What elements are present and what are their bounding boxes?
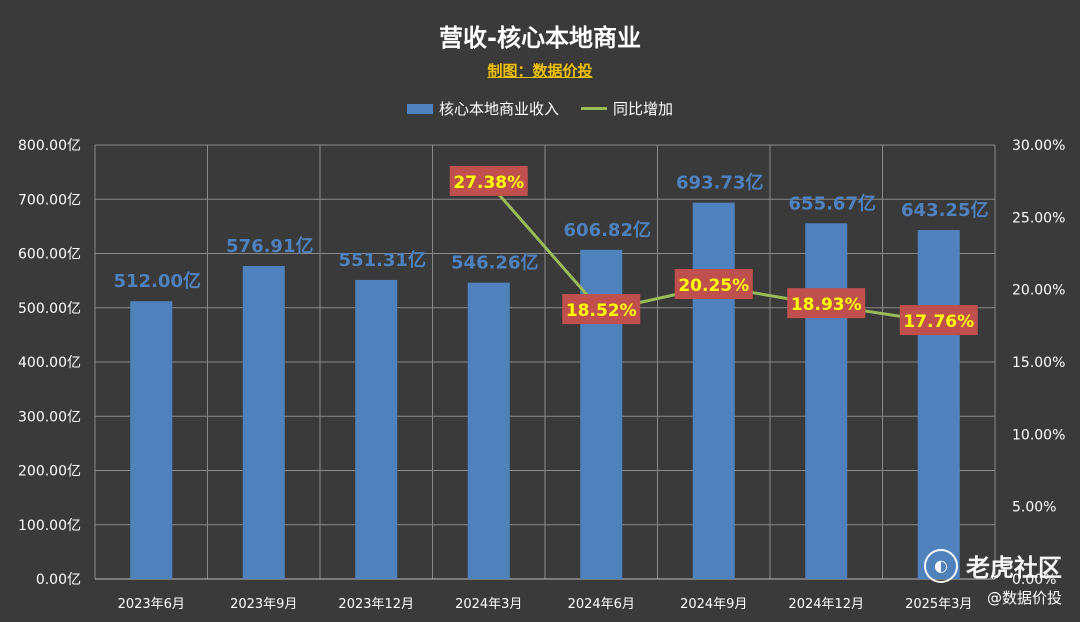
y-left-tick-label: 800.00亿 — [18, 138, 81, 154]
watermark-brand-text: 老虎社区 — [966, 554, 1062, 582]
legend-label-bar: 核心本地商业收入 — [438, 100, 559, 118]
x-tick-label: 2025年3月 — [905, 597, 972, 612]
tiger-logo-icon: ◐ — [924, 548, 958, 583]
bar-data-label: 512.00亿 — [114, 270, 201, 292]
bar-data-label: 546.26亿 — [451, 252, 538, 274]
legend-label-line: 同比增加 — [613, 100, 674, 118]
bar-data-label: 643.25亿 — [901, 199, 988, 221]
legend-item-line: 同比增加 — [581, 98, 673, 119]
line-data-label-box — [899, 305, 978, 336]
bar — [242, 266, 285, 579]
line-data-label-box — [562, 294, 641, 325]
legend-swatch-bar — [406, 103, 433, 114]
bar-data-label: 576.91亿 — [226, 235, 313, 257]
y-right-tick-label: 10.00% — [1012, 427, 1065, 443]
x-tick-label: 2024年12月 — [788, 597, 864, 612]
line-data-label: 17.76% — [903, 312, 974, 332]
chart-title: 营收-核心本地商业 — [439, 24, 641, 52]
x-tick-label: 2023年9月 — [230, 597, 297, 612]
y-left-tick-label: 0.00亿 — [36, 572, 81, 588]
y-left-tick-label: 600.00亿 — [18, 247, 81, 263]
y-left-tick-label: 500.00亿 — [18, 301, 81, 317]
y-left-tick-label: 700.00亿 — [18, 192, 81, 208]
line-data-label-box — [787, 288, 866, 319]
y-left-tick-label: 100.00亿 — [18, 518, 81, 534]
y-right-tick-label: 5.00% — [1012, 500, 1056, 516]
line-data-label: 18.93% — [791, 295, 862, 315]
bar-data-label: 655.67亿 — [789, 192, 876, 214]
line-data-label: 27.38% — [453, 173, 524, 193]
legend: 核心本地商业收入 同比增加 — [0, 98, 1080, 119]
line-data-label-box — [449, 165, 528, 196]
y-right-tick-label: 20.00% — [1012, 283, 1065, 299]
line-data-label-box — [674, 269, 753, 300]
y-left-tick-label: 300.00亿 — [18, 409, 81, 425]
line-data-label: 18.52% — [566, 301, 637, 321]
bar — [917, 230, 960, 580]
x-tick-label: 2023年12月 — [338, 597, 414, 612]
legend-item-bar: 核心本地商业收入 — [406, 98, 559, 119]
x-tick-label: 2023年6月 — [118, 597, 185, 612]
watermark-brand: ◐ 老虎社区 — [924, 548, 1062, 583]
y-left-tick-label: 200.00亿 — [18, 464, 81, 480]
bar — [467, 282, 510, 579]
x-tick-label: 2024年3月 — [455, 597, 522, 612]
bar-data-label: 551.31亿 — [339, 249, 426, 271]
legend-swatch-line — [581, 107, 607, 110]
chart-subtitle: 制图：数据价投 — [487, 62, 593, 80]
watermark-user: @数据价投 — [986, 589, 1062, 607]
x-tick-label: 2024年9月 — [680, 597, 747, 612]
bar — [692, 202, 735, 579]
y-right-tick-label: 0.00% — [1012, 572, 1056, 588]
bar-data-label: 693.73亿 — [676, 172, 763, 194]
bar — [805, 223, 848, 580]
watermark: ◐ 老虎社区 @数据价投 — [924, 548, 1062, 608]
line-data-label: 20.25% — [678, 276, 749, 296]
x-tick-label: 2024年6月 — [568, 597, 635, 612]
bar — [130, 301, 173, 579]
bar — [355, 279, 398, 579]
y-right-tick-label: 15.00% — [1012, 355, 1065, 371]
bar-data-label: 606.82亿 — [564, 219, 651, 241]
y-right-tick-label: 30.00% — [1012, 138, 1065, 154]
y-right-tick-label: 25.00% — [1012, 210, 1065, 226]
y-left-tick-label: 400.00亿 — [18, 355, 81, 371]
